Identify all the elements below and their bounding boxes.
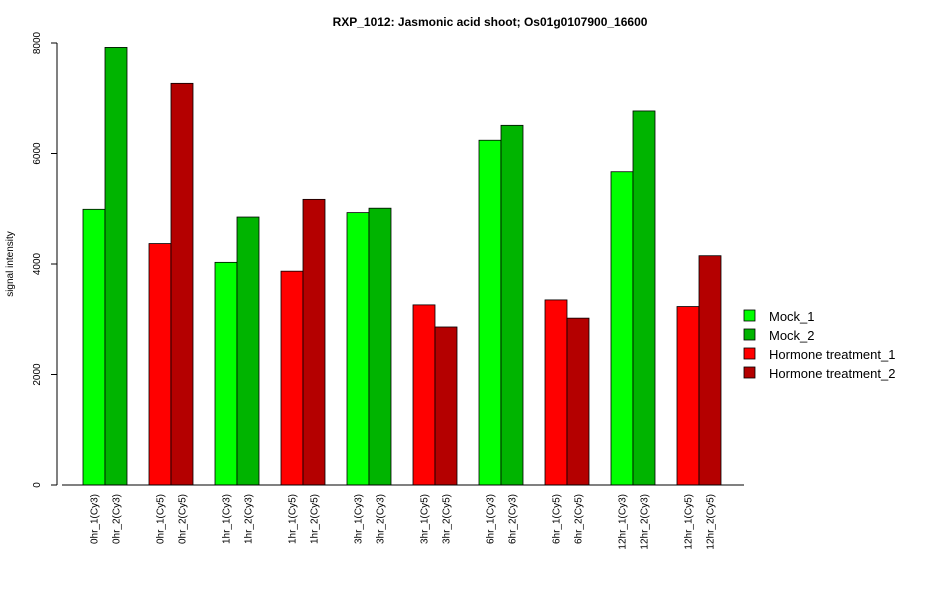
bar-2	[104, 47, 128, 486]
y-axis-label: signal intensity	[5, 231, 16, 297]
x-tick-label: 12hr_1(Cy3)	[618, 494, 629, 550]
x-tick-label: 0hr_2(Cy5)	[178, 494, 189, 544]
x-tick-label: 6hr_2(Cy5)	[574, 494, 585, 544]
x-tick-label: 1hr_1(Cy5)	[288, 494, 299, 544]
bar-10	[368, 207, 392, 486]
y-tick-label: 6000	[32, 142, 43, 165]
x-tick-label: 0hr_2(Cy3)	[112, 494, 123, 544]
bar-18	[632, 110, 656, 486]
x-tick-label: 12hr_2(Cy3)	[640, 494, 651, 550]
y-axis: 0 2000 4000 6000 8000	[32, 31, 744, 488]
legend-swatch	[743, 328, 756, 341]
legend-swatch	[743, 366, 756, 379]
bar-7	[280, 270, 304, 486]
bars-layer	[82, 47, 722, 486]
x-tick-label: 3hr_1(Cy5)	[420, 494, 431, 544]
y-tick-label: 8000	[32, 31, 43, 54]
bar-8	[302, 198, 326, 486]
x-tick-label: 6hr_1(Cy3)	[486, 494, 497, 544]
bar-6	[236, 216, 260, 486]
x-tick-label: 6hr_1(Cy5)	[552, 494, 563, 544]
bar-5	[214, 261, 238, 486]
legend-swatch	[743, 347, 756, 360]
bar-16	[566, 317, 590, 486]
bar-4	[170, 82, 194, 486]
x-tick-label: 1hr_2(Cy5)	[310, 494, 321, 544]
legend-entry: Mock_1	[769, 309, 815, 324]
bar-14	[500, 124, 524, 486]
bar-11	[412, 304, 436, 486]
bar-17	[610, 171, 634, 486]
y-tick-label: 4000	[32, 252, 43, 275]
y-tick-label: 0	[32, 482, 43, 488]
legend-entry: Mock_2	[769, 328, 815, 343]
x-tick-label: 12hr_1(Cy5)	[684, 494, 695, 550]
x-tick-label: 12hr_2(Cy5)	[706, 494, 717, 550]
legend: Mock_1 Mock_2 Hormone treatment_1 Hormone t…	[743, 309, 895, 381]
x-tick-label: 3hr_2(Cy5)	[442, 494, 453, 544]
bar-20	[698, 255, 722, 486]
bar-12	[434, 326, 458, 486]
bar-13	[478, 139, 502, 486]
y-tick-label: 2000	[32, 363, 43, 386]
x-tick-label: 0hr_1(Cy5)	[156, 494, 167, 544]
bar-9	[346, 212, 370, 486]
bar-19	[676, 306, 700, 486]
legend-entry: Hormone treatment_2	[769, 366, 895, 381]
bar-3	[148, 243, 172, 486]
x-tick-label: 1hr_2(Cy3)	[244, 494, 255, 544]
x-tick-label: 0hr_1(Cy3)	[90, 494, 101, 544]
x-tick-label: 3hr_1(Cy3)	[354, 494, 365, 544]
chart-title: RXP_1012: Jasmonic acid shoot; Os01g0107…	[333, 15, 648, 29]
legend-swatch	[743, 309, 756, 322]
legend-entry: Hormone treatment_1	[769, 347, 895, 362]
x-tick-label: 6hr_2(Cy3)	[508, 494, 519, 544]
bar-15	[544, 299, 568, 486]
bar-1	[82, 208, 106, 486]
x-tick-label: 3hr_2(Cy3)	[376, 494, 387, 544]
x-tick-label: 1hr_1(Cy3)	[222, 494, 233, 544]
x-tick-labels: 0hr_1(Cy3) 0hr_2(Cy3) 0hr_1(Cy5) 0hr_2(Cy5)…	[90, 494, 717, 550]
